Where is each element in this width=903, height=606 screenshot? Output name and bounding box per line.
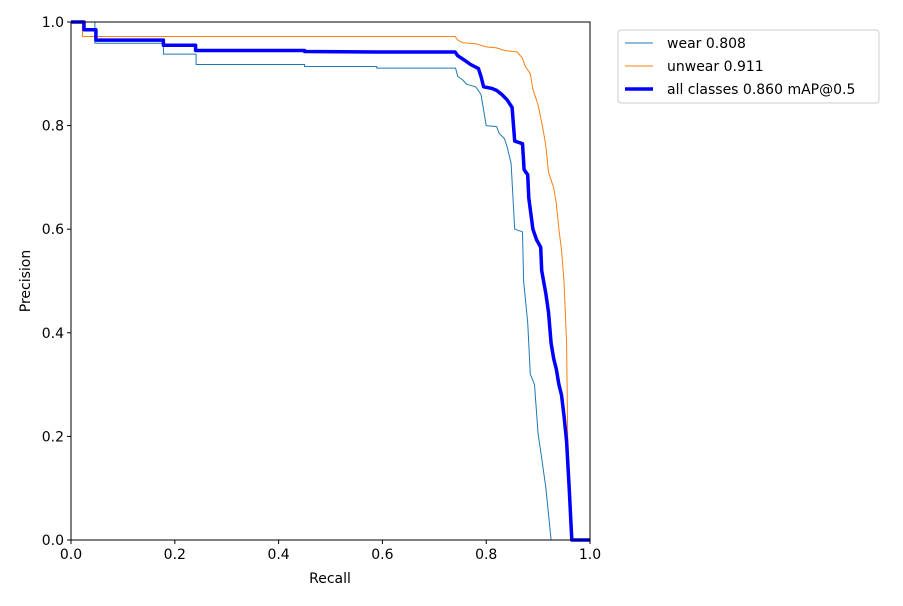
- series-line-2: [71, 20, 590, 542]
- legend: wear 0.808 unwear 0.911 all classes 0.86…: [617, 29, 880, 104]
- axis-ticks: 0.0 0.2 0.4 0.6 0.8 1.0 0.0 0.2 0.4 0.6 0.8 1.0: [42, 15, 601, 563]
- y-tick-label: 1.0: [42, 15, 64, 31]
- x-tick-label: 1.0: [579, 547, 601, 563]
- y-tick-label: 0.2: [42, 429, 64, 445]
- y-tick-label: 0.6: [42, 222, 64, 238]
- legend-label-unwear: unwear 0.911: [667, 59, 764, 75]
- y-axis-label: Precision: [18, 250, 34, 312]
- y-tick-label: 0.4: [42, 326, 64, 342]
- x-tick-label: 0.4: [267, 547, 289, 563]
- plot-frame: [70, 21, 591, 541]
- plot-lines: [71, 20, 590, 542]
- series-line-0: [71, 21, 552, 541]
- y-tick-label: 0.0: [42, 533, 64, 549]
- series-line-1: [71, 21, 573, 541]
- x-axis-label: Recall: [309, 571, 351, 587]
- x-tick-label: 0.0: [60, 547, 82, 563]
- legend-label-all-classes: all classes 0.860 mAP@0.5: [667, 82, 855, 98]
- legend-label-wear: wear 0.808: [667, 36, 746, 52]
- x-tick-label: 0.8: [475, 547, 497, 563]
- x-tick-label: 0.2: [164, 547, 186, 563]
- legend-frame: [617, 29, 880, 104]
- x-tick-label: 0.6: [371, 547, 393, 563]
- y-tick-label: 0.8: [42, 119, 64, 135]
